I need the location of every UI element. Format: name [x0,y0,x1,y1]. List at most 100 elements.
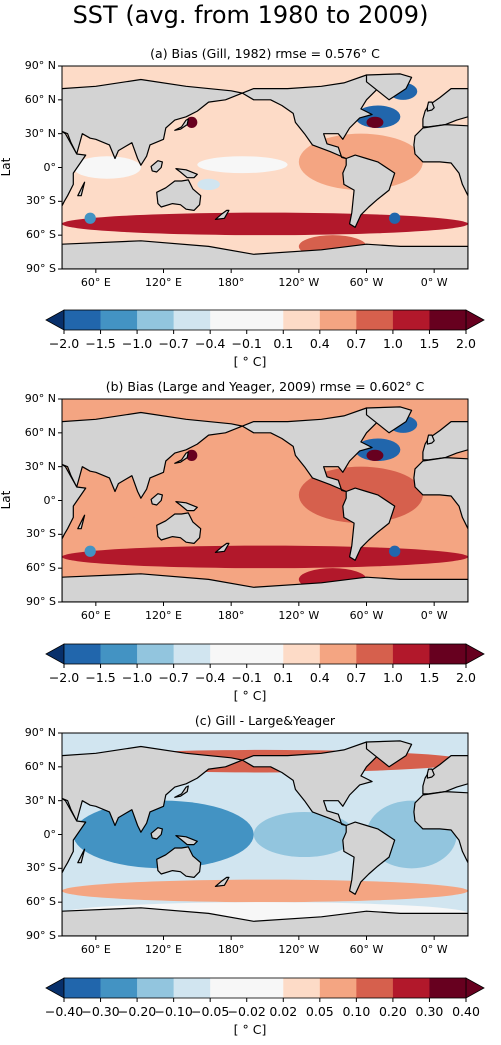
colorbar-tick-label: 0.30 [415,1004,444,1019]
anomaly-region [366,449,384,462]
anomaly-region [366,116,384,129]
colorbar-bin [173,310,211,330]
landmass-new-zealand [214,209,230,220]
anomaly-region [197,156,288,174]
x-tick-label: 120° E [145,609,182,622]
colorbar-bin [356,310,394,330]
x-tick-label: 180° [217,943,245,956]
y-tick-label: 30° N [24,793,56,807]
x-tick-label: 60° W [349,943,384,956]
colorbar-tick-label: −0.10 [154,1004,193,1019]
y-tick-label: 60° N [24,759,56,773]
colorbar-tick-label: −0.7 [158,336,189,351]
colorbar-label: [ ° C] [233,354,267,369]
y-tick-label: 0° [43,827,57,841]
colorbar-bin [100,644,138,664]
y-tick-label: 60° N [24,92,56,106]
colorbar-bin [392,644,430,664]
colorbar-bin [319,978,357,998]
landmass-africa-west [413,124,468,197]
colorbar-extend-low [45,977,65,999]
landmass-eurasia [62,411,243,499]
colorbar-bin [64,978,101,998]
anomaly-region [253,811,356,858]
anomaly-region [389,212,401,224]
y-tick-label: 30° N [24,459,56,473]
y-tick-label: 0° [43,160,57,174]
landmass-south-america [342,154,396,228]
landmass-eurasia [62,745,243,833]
colorbar-bin [392,978,430,998]
colorbar-frame [63,309,467,331]
colorbar-tick-label: −0.30 [81,1004,120,1019]
landmass-north-america [241,407,379,493]
landmass-greenland [365,406,413,434]
landmass-uk [426,101,435,112]
colorbar-bin [137,310,174,330]
colorbar-label: [ ° C] [233,1022,267,1037]
colorbar-bin [429,644,467,664]
landmass-uk [426,768,435,779]
landmass-greenland [365,740,413,768]
colorbar-tick-label: −0.20 [117,1004,157,1019]
colorbar-bin [137,644,174,664]
x-tick-label: 180° [217,276,245,289]
colorbar-bin [64,310,101,330]
colorbar-tick-label: −1.0 [121,336,153,351]
colorbar-tick-label: 0.7 [346,336,367,351]
y-tick-label: 90° N [24,726,56,739]
landmass-uk [426,434,435,445]
colorbar-bin [392,310,430,330]
landmass-north-america [241,741,379,827]
colorbar-bin [429,978,467,998]
colorbar-tick-label: 0.1 [273,670,294,685]
landmass-eurasia [62,78,243,166]
landmass-africa-west [413,457,468,530]
landmass-japan [174,118,189,131]
colorbar-tick-label: 0.4 [309,670,330,685]
x-tick-label: 60° W [349,276,384,289]
colorbar-tick-label: −0.02 [227,1004,266,1019]
anomaly-region [62,212,468,236]
colorbar-tick-label: −1.5 [85,336,116,351]
y-tick-label: 60° S [26,228,56,242]
y-tick-label: 90° S [26,929,56,942]
colorbar-tick-label: 1.5 [419,670,440,685]
colorbar-bin [246,978,284,998]
x-tick-label: 180° [217,609,245,622]
x-tick-label: 120° W [278,943,320,956]
landmass-madagascar [77,514,86,530]
colorbar-tick-label: 1.0 [382,670,403,685]
colorbar-bin [246,310,284,330]
colorbar-bin [283,644,321,664]
y-tick-label: 60° S [26,561,56,575]
landmass-madagascar [77,848,86,864]
figure-title: SST (avg. from 1980 to 2009) [72,1,429,29]
colorbar-tick-label: 1.5 [419,336,440,351]
colorbar-tick-label: −2.0 [48,336,80,351]
y-tick-label: 30° S [26,861,56,875]
y-tick-label: 90° N [24,392,56,405]
colorbar-bin [319,310,357,330]
y-tick-label: 30° S [26,527,56,541]
panel-title: (b) Bias (Large and Yeager, 2009) rmse =… [105,379,425,394]
colorbar-bin [137,978,174,998]
colorbar-frame [63,643,467,665]
x-tick-label: 60° E [80,943,111,956]
x-tick-label: 0° W [420,276,448,289]
landmass-new-zealand [214,876,230,887]
y-tick-label: 30° N [24,126,56,140]
colorbar-tick-label: −0.4 [194,336,226,351]
landmass-australia [156,846,202,878]
colorbar-bin [429,310,467,330]
landmass-greenland [365,73,413,101]
x-tick-label: 120° W [278,276,320,289]
colorbar-tick-label: −1.5 [85,670,116,685]
landmass-new-guinea [175,835,198,846]
landmass-australia [156,512,202,544]
y-tick-label: 30° S [26,194,56,208]
landmass-antarctica [62,907,468,936]
